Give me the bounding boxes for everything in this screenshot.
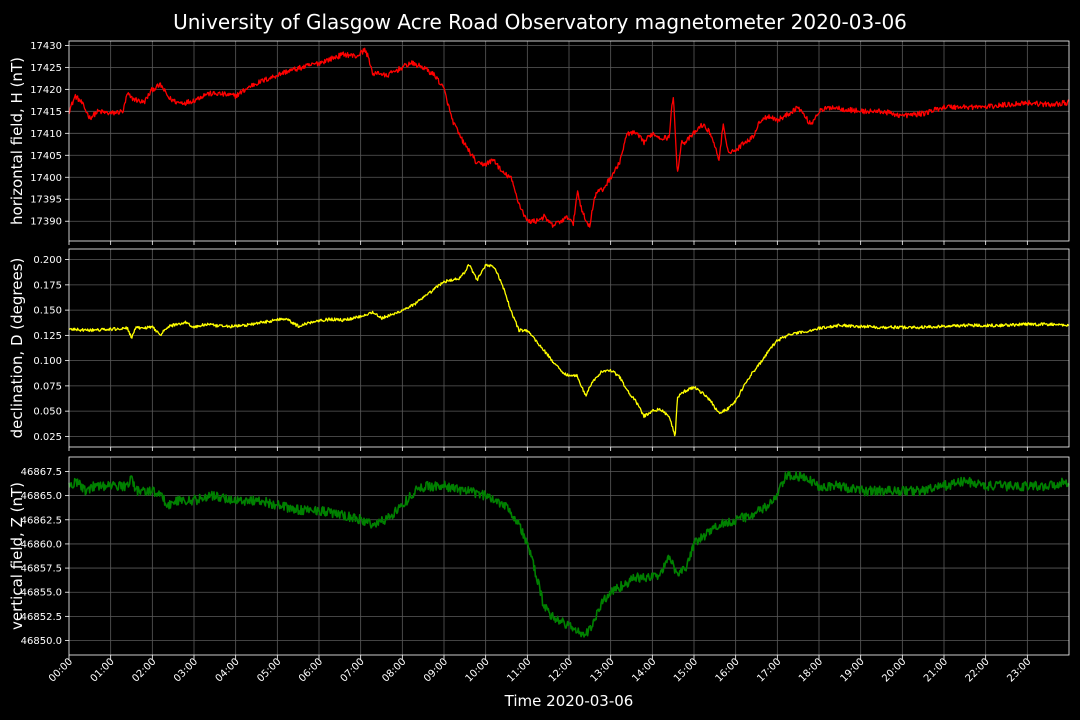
y-tick-label: 0.150 (33, 306, 62, 317)
x-tick-label: 10:00 (464, 656, 492, 684)
y-tick-label: 17425 (30, 63, 62, 74)
x-tick-label: 03:00 (172, 656, 200, 684)
y-tick-label: 46865.0 (21, 491, 62, 502)
x-tick-label: 09:00 (422, 656, 450, 684)
panel-h: 17390 17395 17400 17405 17410 17415 17420 17425… (8, 40, 1070, 245)
y-tick-label: 46855.0 (21, 588, 62, 599)
x-tick-label: 11:00 (505, 656, 533, 684)
x-tick-label: 12:00 (547, 656, 575, 684)
x-tick-label: 00:00 (47, 656, 75, 684)
series-line-z (68, 470, 1070, 638)
x-tick-label: 07:00 (339, 656, 367, 684)
x-tick-label: 15:00 (672, 656, 700, 684)
y-tick-label: 17430 (30, 41, 62, 52)
x-tick-label: 21:00 (922, 656, 950, 684)
x-tick-label: 13:00 (589, 656, 617, 684)
y-tick-label: 17415 (30, 107, 62, 118)
x-tick-label: 16:00 (714, 656, 742, 684)
y-tick-label: 17390 (30, 217, 62, 228)
y-tick-label: 46860.0 (21, 539, 62, 550)
x-tick-label: 02:00 (130, 656, 158, 684)
panel-h-frame (68, 40, 1070, 242)
x-tick-label: 17:00 (755, 656, 783, 684)
y-tick-label: 17395 (30, 195, 62, 206)
y-axis-label-z: vertical field, Z (nT) (8, 482, 26, 630)
panel-z: 46850.0 46852.5 46855.0 46857.5 46860.0 46862… (8, 456, 1070, 659)
y-tick-label: 17420 (30, 85, 62, 96)
y-tick-label: 0.125 (33, 331, 62, 342)
y-tick-label: 0.175 (33, 280, 62, 291)
x-tick-label: 06:00 (297, 656, 325, 684)
x-tick-label: 04:00 (214, 656, 242, 684)
y-tick-label: 0.050 (33, 407, 62, 418)
figure-title: University of Glasgow Acre Road Observat… (173, 10, 907, 34)
panel-z-frame (68, 456, 1070, 656)
panel-d: 0.025 0.050 0.075 0.100 0.125 0.150 0.175 0.200… (8, 248, 1070, 451)
y-tick-label: 0.025 (33, 432, 62, 443)
x-tick-label: 18:00 (797, 656, 825, 684)
x-tick-label: 23:00 (1005, 656, 1033, 684)
y-tick-label: 46850.0 (21, 636, 62, 647)
series-line-d (68, 263, 1070, 437)
x-tick-label: 20:00 (880, 656, 908, 684)
y-tick-label: 46867.5 (21, 467, 62, 478)
chart-panels: 17390 17395 17400 17405 17410 17415 17420 17425… (8, 40, 1070, 685)
y-tick-label: 17410 (30, 129, 62, 140)
y-axis-label-d: declination, D (degrees) (8, 258, 26, 439)
y-tick-label: 0.100 (33, 356, 62, 367)
y-tick-label: 0.075 (33, 381, 62, 392)
series-line-h (68, 47, 1070, 228)
x-tick-label: 22:00 (964, 656, 992, 684)
x-axis-label: Time 2020-03-06 (504, 692, 634, 710)
y-tick-label: 17400 (30, 173, 62, 184)
y-tick-label: 17405 (30, 151, 62, 162)
x-tick-label: 08:00 (380, 656, 408, 684)
x-tick-label: 14:00 (630, 656, 658, 684)
y-tick-label: 46857.5 (21, 564, 62, 575)
panel-d-frame (68, 248, 1070, 448)
y-tick-label: 46852.5 (21, 612, 62, 623)
x-tick-label: 01:00 (89, 656, 117, 684)
y-tick-label: 46862.5 (21, 515, 62, 526)
x-tick-label: 19:00 (839, 656, 867, 684)
y-axis-label-h: horizontal field, H (nT) (8, 57, 26, 225)
x-tick-labels: 00:00 01:00 02:00 03:00 04:00 05:00 06:00 07:00… (47, 656, 1033, 684)
x-tick-label: 05:00 (255, 656, 283, 684)
y-tick-label: 0.200 (33, 255, 62, 266)
